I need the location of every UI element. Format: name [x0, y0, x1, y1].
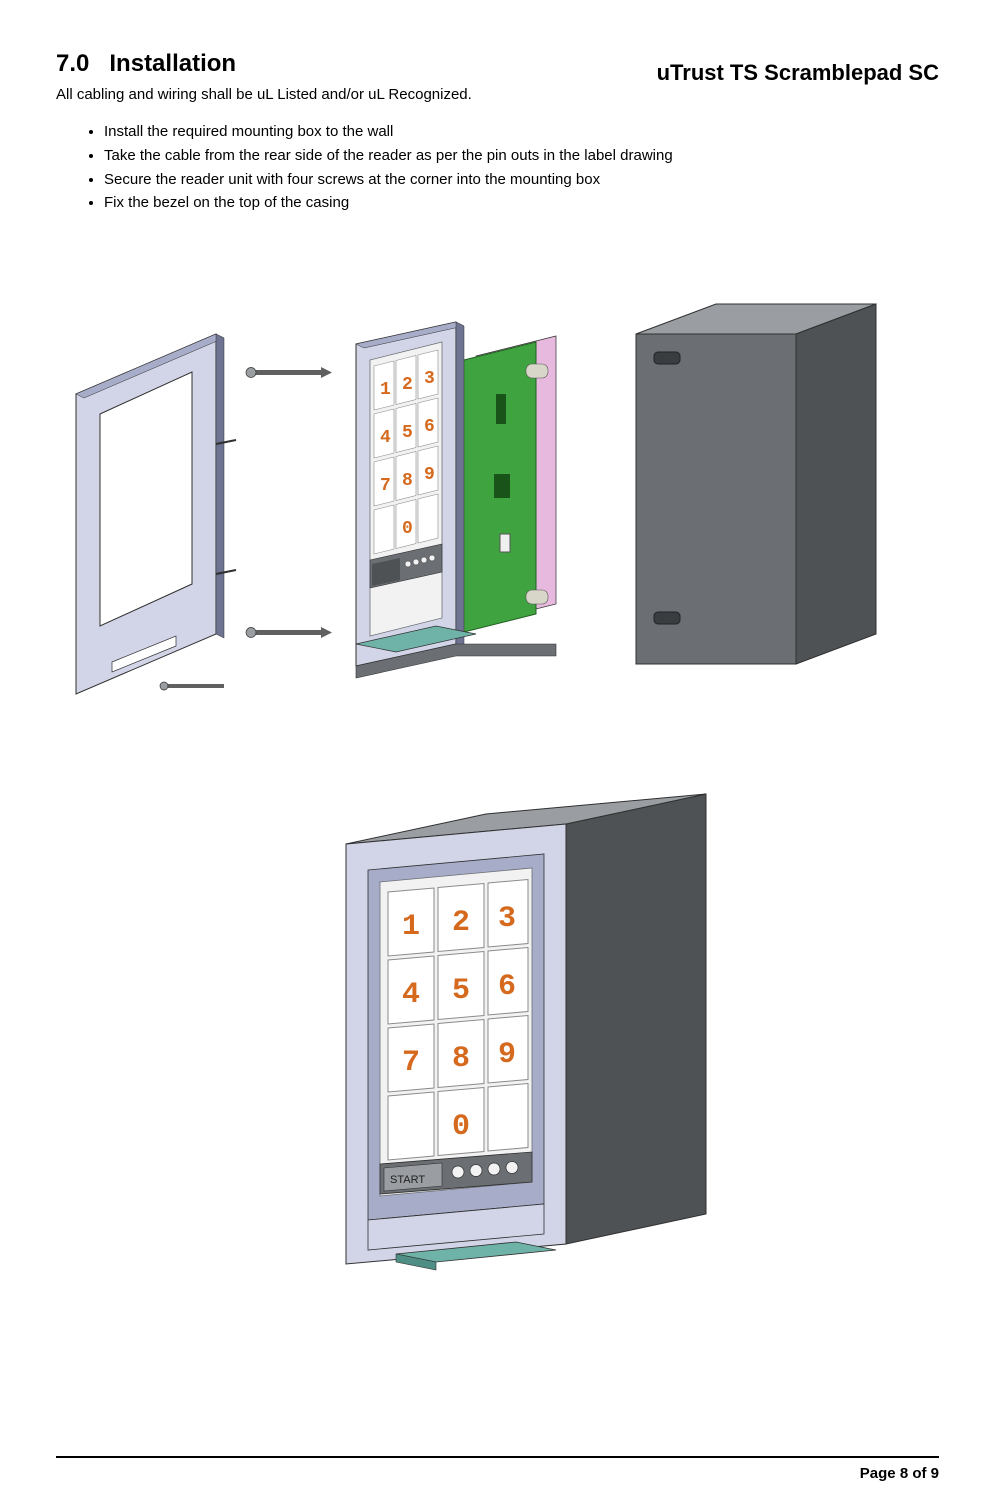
- keypad-digit: 2: [452, 906, 470, 940]
- svg-text:1: 1: [380, 380, 391, 400]
- section-title: Installation: [109, 50, 236, 77]
- keypad-digit: 3: [498, 902, 516, 936]
- svg-text:8: 8: [402, 471, 413, 491]
- svg-text:3: 3: [424, 369, 435, 389]
- bezel-plate-icon: [76, 334, 236, 694]
- section-number: 7.0: [56, 50, 89, 77]
- keypad-digit: 1: [402, 910, 420, 944]
- svg-text:7: 7: [380, 476, 391, 496]
- svg-text:6: 6: [424, 417, 435, 437]
- exploded-view-diagram: 1 2 3 4 5 6 7 8 9 0: [56, 274, 936, 754]
- list-item: Install the required mounting box to the…: [104, 121, 939, 143]
- screw-icon: [246, 627, 332, 638]
- svg-text:0: 0: [402, 519, 413, 539]
- install-steps-list: Install the required mounting box to the…: [104, 121, 939, 214]
- list-item: Take the cable from the rear side of the…: [104, 145, 939, 167]
- keypad-digit: 6: [498, 970, 516, 1004]
- svg-text:2: 2: [402, 375, 413, 395]
- product-title: uTrust TS Scramblepad SC: [657, 60, 939, 86]
- list-item: Secure the reader unit with four screws …: [104, 169, 939, 191]
- screw-icon: [246, 367, 332, 378]
- intro-text: All cabling and wiring shall be uL Liste…: [56, 86, 939, 103]
- led-icon: [452, 1166, 464, 1178]
- assembled-view-diagram: 1 2 3 4 5 6 7 8 9 0 START: [56, 784, 936, 1304]
- svg-text:5: 5: [402, 423, 413, 443]
- keypad-digit: 7: [402, 1046, 420, 1080]
- svg-text:4: 4: [380, 428, 391, 448]
- mounting-box-icon: [636, 304, 876, 664]
- start-label: START: [390, 1174, 425, 1186]
- led-icon: [506, 1162, 518, 1174]
- keypad-digit: 4: [402, 978, 420, 1012]
- footer-rule: [56, 1456, 939, 1458]
- keypad-digit: 8: [452, 1042, 470, 1076]
- keypad-digit: 0: [452, 1110, 470, 1144]
- screw-icon: [160, 682, 224, 690]
- led-icon: [488, 1163, 500, 1175]
- list-item: Fix the bezel on the top of the casing: [104, 192, 939, 214]
- svg-text:9: 9: [424, 465, 435, 485]
- page-number: Page 8 of 9: [860, 1465, 939, 1482]
- led-icon: [470, 1165, 482, 1177]
- keypad-digit: 5: [452, 974, 470, 1008]
- reader-unit-icon: 1 2 3 4 5 6 7 8 9 0: [356, 322, 556, 678]
- keypad-digit: 9: [498, 1038, 516, 1072]
